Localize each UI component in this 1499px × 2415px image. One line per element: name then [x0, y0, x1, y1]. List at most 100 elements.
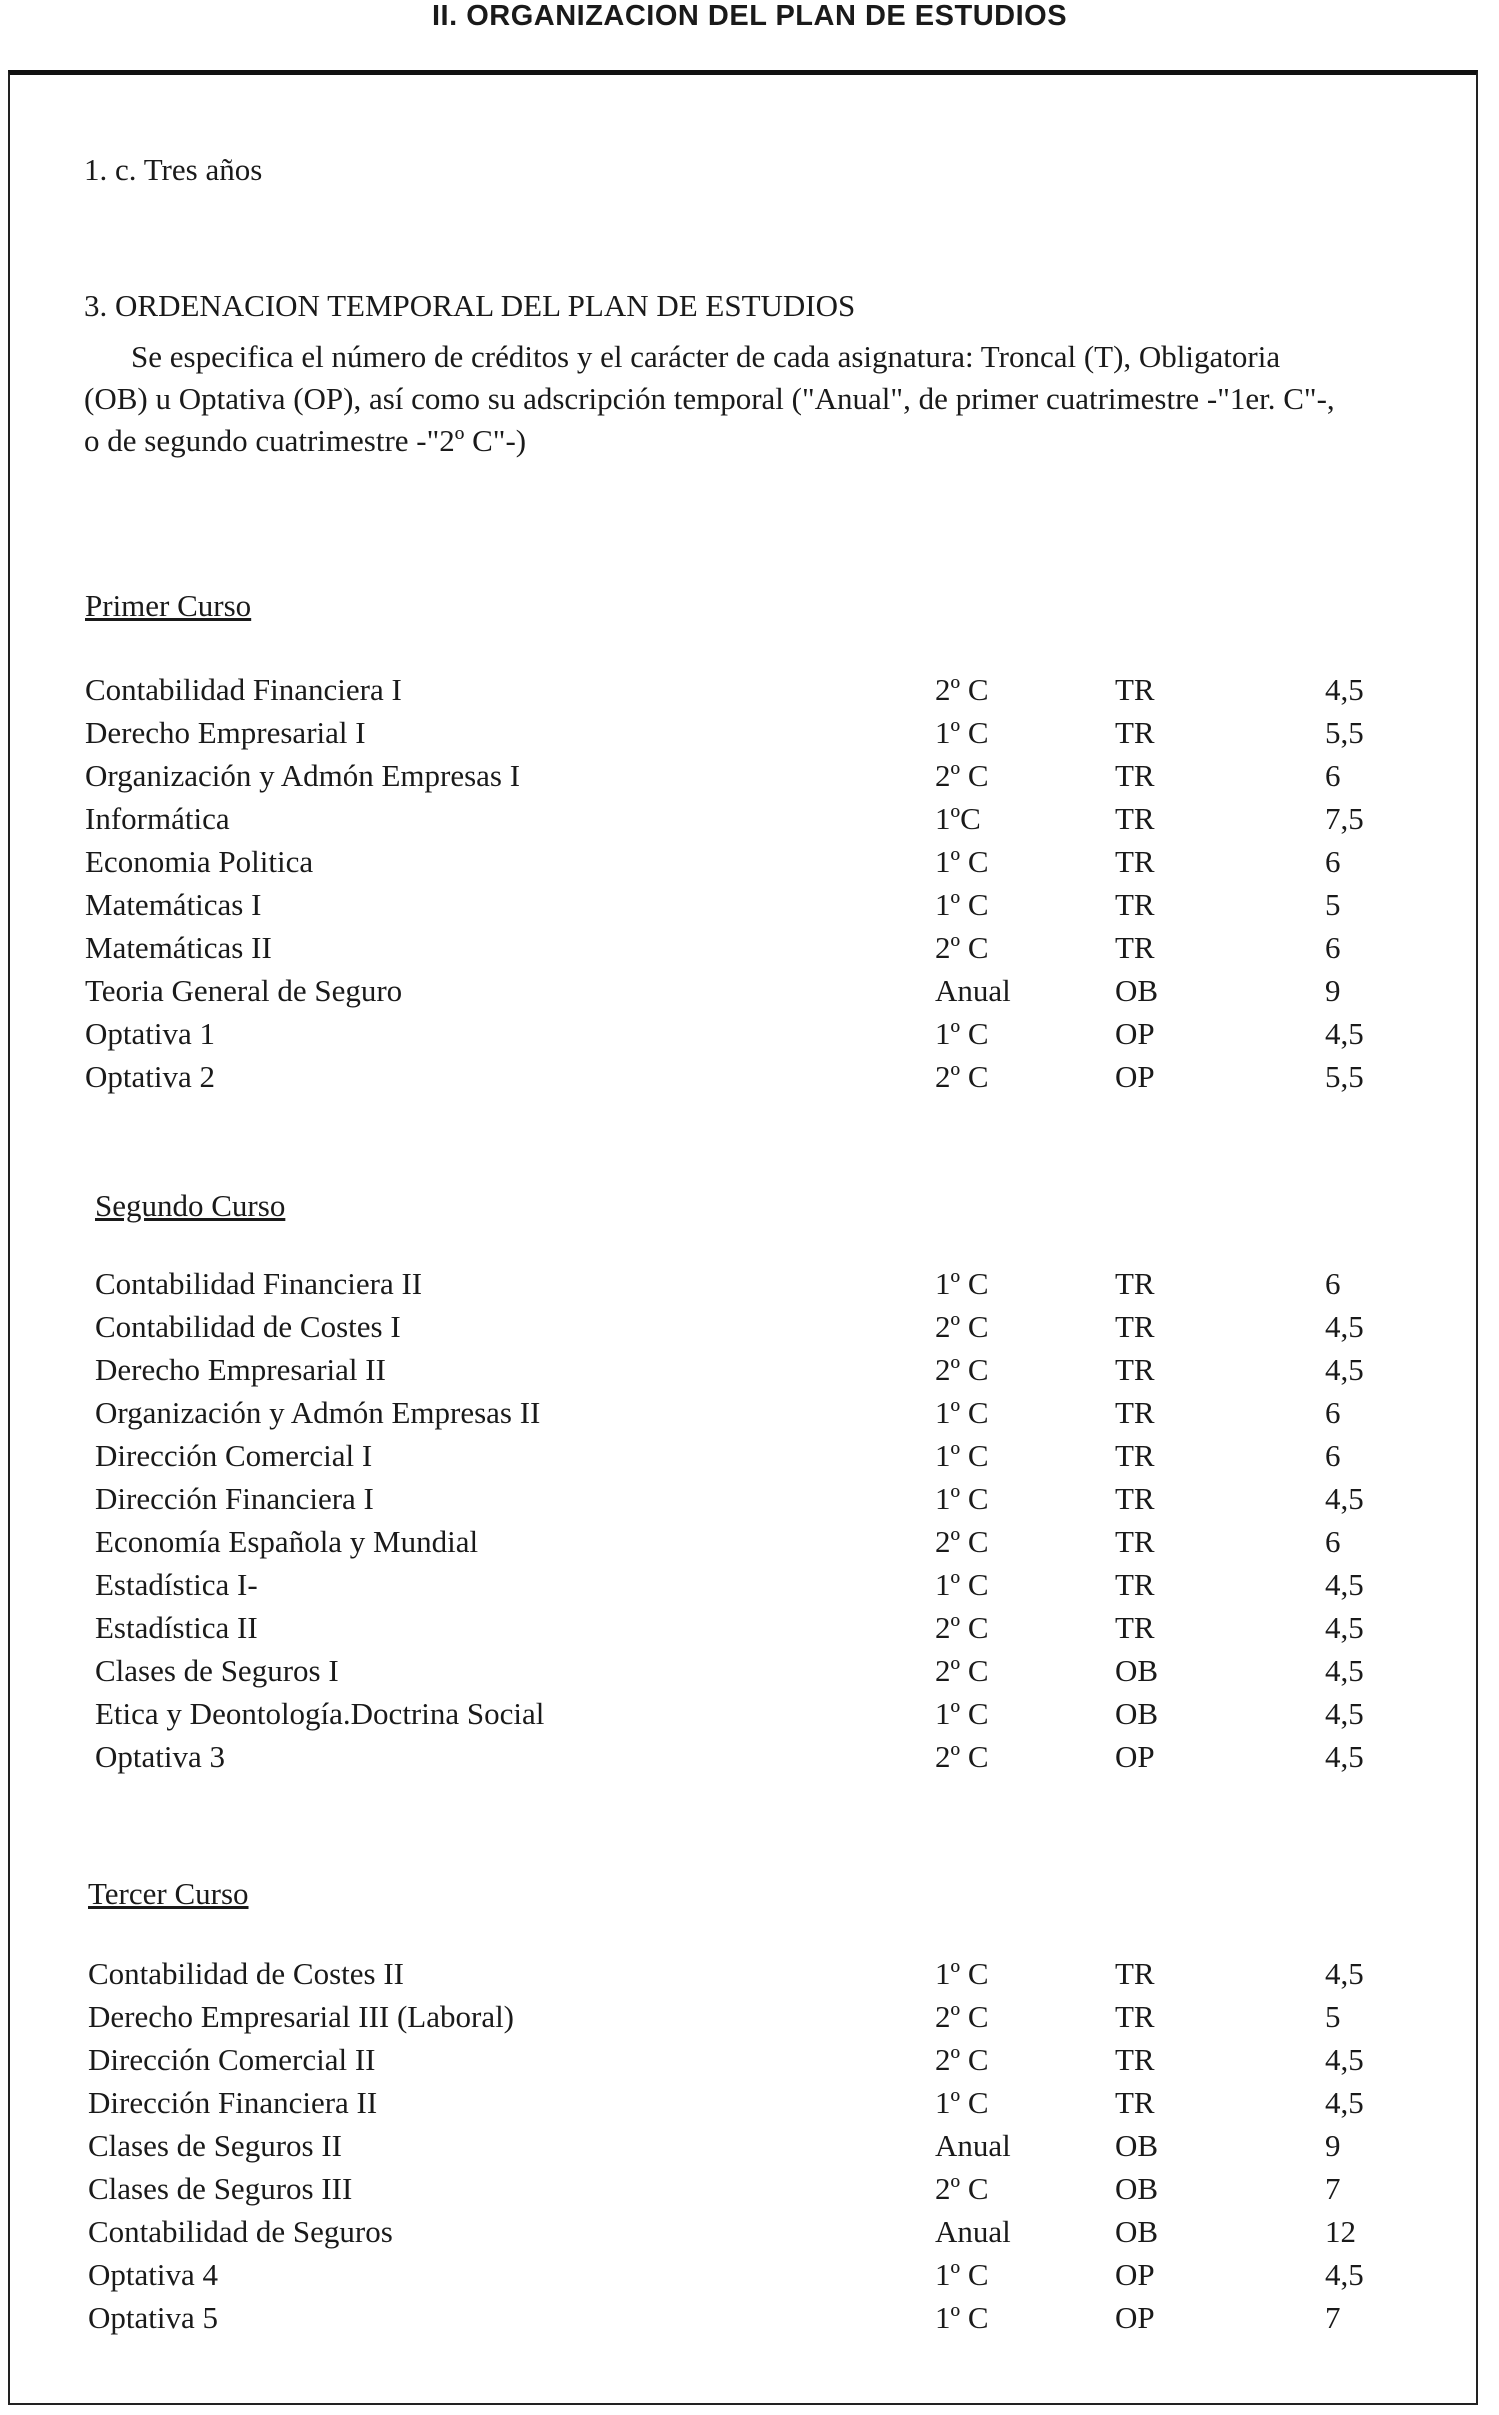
semester: 1º C: [935, 1956, 989, 1991]
subject-type: TR: [1115, 801, 1155, 836]
credits: 5: [1325, 887, 1341, 922]
duration-text: 1. c. Tres años: [84, 152, 263, 187]
subject-name: Clases de Seguros III: [88, 2171, 353, 2206]
subject-name: Contabilidad Financiera II: [95, 1266, 423, 1301]
subject-name: Optativa 3: [95, 1739, 225, 1774]
subject-name: Derecho Empresarial III (Laboral): [88, 1999, 515, 2034]
subject-name: Derecho Empresarial II: [95, 1352, 386, 1387]
semester: 2º C: [935, 1352, 989, 1387]
semester: 2º C: [935, 1059, 989, 1094]
subject-name: Clases de Seguros I: [95, 1653, 339, 1688]
course-heading: Segundo Curso: [95, 1188, 286, 1223]
subject-type: TR: [1115, 715, 1155, 750]
subject-name: Optativa 4: [88, 2257, 218, 2292]
semester: 2º C: [935, 2042, 989, 2077]
subject-type: TR: [1115, 672, 1155, 707]
credits: 4,5: [1325, 1610, 1364, 1645]
subject-type: OB: [1115, 2214, 1159, 2249]
subject-type: TR: [1115, 1395, 1155, 1430]
semester: 2º C: [935, 2171, 989, 2206]
credits: 4,5: [1325, 1352, 1364, 1387]
subject-type: OP: [1115, 1739, 1155, 1774]
subject-type: TR: [1115, 1481, 1155, 1516]
subject-type: TR: [1115, 1438, 1155, 1473]
credits: 6: [1325, 758, 1341, 793]
subject-type: OB: [1115, 973, 1159, 1008]
credits: 4,5: [1325, 1016, 1364, 1051]
semester: 1ºC: [935, 801, 981, 836]
credits: 4,5: [1325, 2042, 1364, 2077]
semester: 2º C: [935, 1610, 989, 1645]
subject-name: Optativa 1: [85, 1016, 215, 1051]
subject-type: TR: [1115, 930, 1155, 965]
semester: 1º C: [935, 1567, 989, 1602]
semester: 2º C: [935, 1739, 989, 1774]
subject-name: Matemáticas I: [85, 887, 262, 922]
subject-type: TR: [1115, 1956, 1155, 1991]
subject-type: TR: [1115, 1999, 1155, 2034]
semester: 1º C: [935, 1438, 989, 1473]
credits: 6: [1325, 1266, 1341, 1301]
semester: Anual: [935, 2128, 1011, 2163]
credits: 4,5: [1325, 1696, 1364, 1731]
semester: 1º C: [935, 1016, 989, 1051]
semester: 1º C: [935, 2257, 989, 2292]
subject-type: TR: [1115, 2042, 1155, 2077]
credits: 4,5: [1325, 672, 1364, 707]
subject-type: OP: [1115, 2257, 1155, 2292]
semester: 1º C: [935, 1266, 989, 1301]
credits: 4,5: [1325, 1481, 1364, 1516]
semester: 1º C: [935, 1696, 989, 1731]
credits: 4,5: [1325, 1653, 1364, 1688]
subject-name: Contabilidad de Costes I: [95, 1309, 401, 1344]
semester: 2º C: [935, 1309, 989, 1344]
semester: 2º C: [935, 672, 989, 707]
subject-type: TR: [1115, 1309, 1155, 1344]
subject-name: Organización y Admón Empresas I: [85, 758, 521, 793]
subject-name: Organización y Admón Empresas II: [95, 1395, 541, 1430]
semester: 2º C: [935, 1524, 989, 1559]
credits: 6: [1325, 1395, 1341, 1430]
semester: Anual: [935, 2214, 1011, 2249]
credits: 9: [1325, 973, 1341, 1008]
subject-type: TR: [1115, 758, 1155, 793]
subject-type: OB: [1115, 2171, 1159, 2206]
subject-type: TR: [1115, 1524, 1155, 1559]
semester: 2º C: [935, 758, 989, 793]
semester: 1º C: [935, 715, 989, 750]
credits: 4,5: [1325, 1956, 1364, 1991]
subject-name: Etica y Deontología.Doctrina Social: [95, 1696, 545, 1731]
semester: 1º C: [935, 2300, 989, 2335]
subject-name: Economía Española y Mundial: [95, 1524, 479, 1559]
credits: 4,5: [1325, 1567, 1364, 1602]
credits: 6: [1325, 1524, 1341, 1559]
subject-name: Optativa 2: [85, 1059, 215, 1094]
subject-type: TR: [1115, 1352, 1155, 1387]
credits: 7,5: [1325, 801, 1364, 836]
credits: 9: [1325, 2128, 1341, 2163]
subject-type: TR: [1115, 1567, 1155, 1602]
section-title: 3. ORDENACION TEMPORAL DEL PLAN DE ESTUD…: [84, 288, 856, 323]
subject-name: Dirección Comercial II: [88, 2042, 376, 2077]
subject-type: OP: [1115, 2300, 1155, 2335]
credits: 12: [1325, 2214, 1356, 2249]
semester: 2º C: [935, 1653, 989, 1688]
semester: Anual: [935, 973, 1011, 1008]
subject-type: TR: [1115, 887, 1155, 922]
subject-name: Matemáticas II: [85, 930, 272, 965]
credits: 4,5: [1325, 1309, 1364, 1344]
credits: 7: [1325, 2300, 1341, 2335]
subject-type: TR: [1115, 2085, 1155, 2120]
credits: 6: [1325, 844, 1341, 879]
semester: 1º C: [935, 2085, 989, 2120]
subject-type: OB: [1115, 2128, 1159, 2163]
semester: 1º C: [935, 887, 989, 922]
subject-type: TR: [1115, 1610, 1155, 1645]
subject-type: OP: [1115, 1016, 1155, 1051]
subject-name: Contabilidad Financiera I: [85, 672, 402, 707]
subject-name: Contabilidad de Seguros: [88, 2214, 393, 2249]
intro-paragraph: Se especifica el número de créditos y el…: [84, 339, 1335, 458]
subject-type: TR: [1115, 1266, 1155, 1301]
subject-type: OP: [1115, 1059, 1155, 1094]
subject-name: Optativa 5: [88, 2300, 218, 2335]
